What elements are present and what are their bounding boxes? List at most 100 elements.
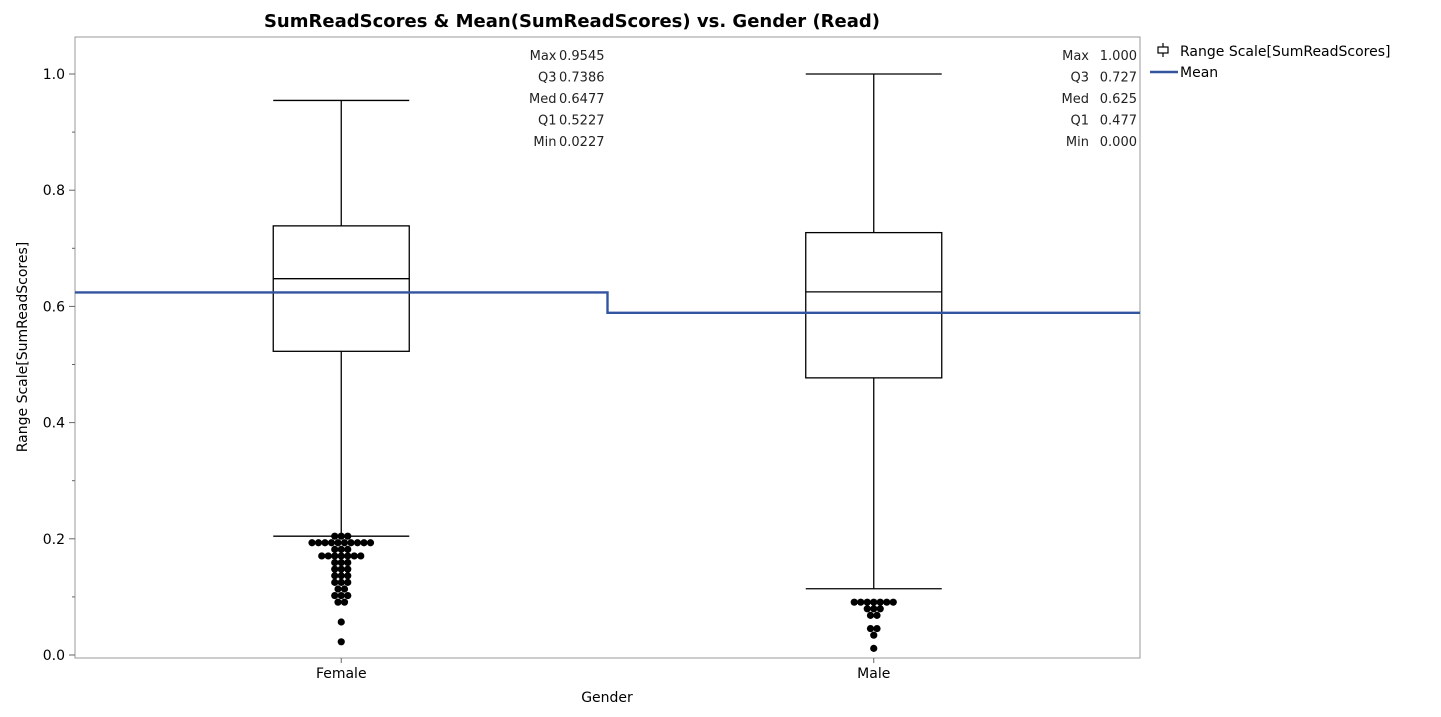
y-tick-label: 0.4 <box>43 416 65 432</box>
outlier-point <box>876 605 884 613</box>
legend-label-range-scale: Range Scale[SumReadScores] <box>1180 44 1391 60</box>
outlier-point <box>876 598 884 606</box>
outlier-point <box>360 539 368 547</box>
outlier-point <box>873 624 881 633</box>
outlier-point <box>331 558 339 567</box>
outlier-point <box>870 644 878 652</box>
outlier-point <box>340 585 349 593</box>
plot-frame <box>74 36 1141 659</box>
outlier-point <box>344 578 352 586</box>
outlier-point <box>337 638 345 646</box>
outlier-point <box>334 598 342 606</box>
x-tick-label: Female <box>316 666 367 682</box>
outlier-point <box>340 598 349 606</box>
stat-value: 0.6477 <box>559 92 605 107</box>
stat-value: 0.9545 <box>559 49 605 64</box>
iqr-box <box>805 231 943 379</box>
stat-value: 0.5227 <box>559 114 605 129</box>
y-axis: 0.0 0.2 0.4 0.6 0.8 1.0 <box>43 67 75 664</box>
outlier-point <box>331 532 339 540</box>
y-tick-label: 1.0 <box>43 67 65 83</box>
outlier-point <box>337 572 345 580</box>
outlier-point <box>873 611 881 619</box>
outlier-point <box>857 598 865 606</box>
outlier-point <box>334 585 342 593</box>
stat-name: Med <box>1062 92 1089 107</box>
outlier-point <box>337 532 345 540</box>
outlier-point <box>321 539 329 547</box>
outlier-point <box>337 545 345 553</box>
stat-name: Max <box>530 49 557 64</box>
y-tick-label: 0.6 <box>43 299 65 315</box>
outlier-point <box>850 598 858 606</box>
stat-name: Q1 <box>538 114 557 129</box>
stat-value: 0.000 <box>1100 135 1137 150</box>
stats-male: Max 1.000 Q3 0.727 Med 0.625 Q1 0.477 Min 0.000 <box>1062 49 1137 150</box>
stat-name: Q3 <box>1070 71 1089 86</box>
outlier-point <box>866 624 875 633</box>
outlier-point <box>337 578 345 586</box>
outlier-point <box>331 591 339 600</box>
outlier-point <box>350 552 358 560</box>
y-tick-label: 0.2 <box>43 532 65 548</box>
outlier-point <box>331 572 339 580</box>
outlier-point <box>344 565 352 573</box>
outlier-point <box>344 545 352 553</box>
outlier-point <box>331 545 339 553</box>
outlier-point <box>337 552 345 560</box>
outlier-point <box>866 611 875 619</box>
outlier-point <box>870 598 878 606</box>
outlier-point <box>318 552 326 560</box>
y-tick-label: 0.0 <box>43 648 65 664</box>
y-axis-title: Range Scale[SumReadScores] <box>15 242 31 453</box>
box-male <box>805 73 943 590</box>
outlier-point <box>344 552 352 560</box>
stat-value: 0.0227 <box>559 135 605 150</box>
outlier-point <box>366 539 375 547</box>
mean-line <box>75 291 1140 314</box>
chart-title: SumReadScores & Mean(SumReadScores) vs. … <box>264 11 880 32</box>
stat-value: 0.477 <box>1100 114 1137 129</box>
legend: Range Scale[SumReadScores] Mean <box>1150 43 1391 81</box>
outlier-point <box>331 565 339 573</box>
stat-value: 0.7386 <box>559 71 605 86</box>
outlier-point <box>334 539 342 547</box>
legend-box-rect <box>1157 46 1169 54</box>
outlier-point <box>324 552 332 560</box>
outlier-point <box>883 598 891 606</box>
stat-name: Min <box>533 135 556 150</box>
mean-step-line <box>75 291 1140 314</box>
outlier-point <box>344 558 352 567</box>
outlier-point <box>327 539 336 547</box>
outlier-point <box>344 532 352 540</box>
outlier-point <box>308 539 316 547</box>
stat-name: Max <box>1062 49 1089 64</box>
stat-value: 0.625 <box>1100 92 1137 107</box>
outlier-point <box>344 572 352 580</box>
outlier-point <box>863 598 871 606</box>
outlier-point <box>347 539 355 547</box>
legend-label-mean: Mean <box>1180 65 1218 81</box>
stat-value: 1.000 <box>1100 49 1137 64</box>
outlier-points <box>308 532 897 652</box>
stat-value: 0.727 <box>1100 71 1137 86</box>
outlier-point <box>340 539 349 547</box>
outlier-point <box>863 605 871 613</box>
iqr-box <box>272 225 410 352</box>
stat-name: Q3 <box>538 71 557 86</box>
x-axis-title: Gender <box>581 690 633 706</box>
outlier-point <box>337 565 345 573</box>
legend-box-symbol <box>1157 43 1169 57</box>
outlier-point <box>331 578 339 586</box>
outlier-point <box>337 558 345 567</box>
x-axis: Female Male <box>316 658 890 682</box>
outlier-point <box>331 552 339 560</box>
stat-name: Med <box>529 92 556 107</box>
outlier-point <box>337 591 345 600</box>
x-tick-label: Male <box>857 666 890 682</box>
outlier-point <box>337 618 345 626</box>
outlier-point <box>889 598 897 606</box>
